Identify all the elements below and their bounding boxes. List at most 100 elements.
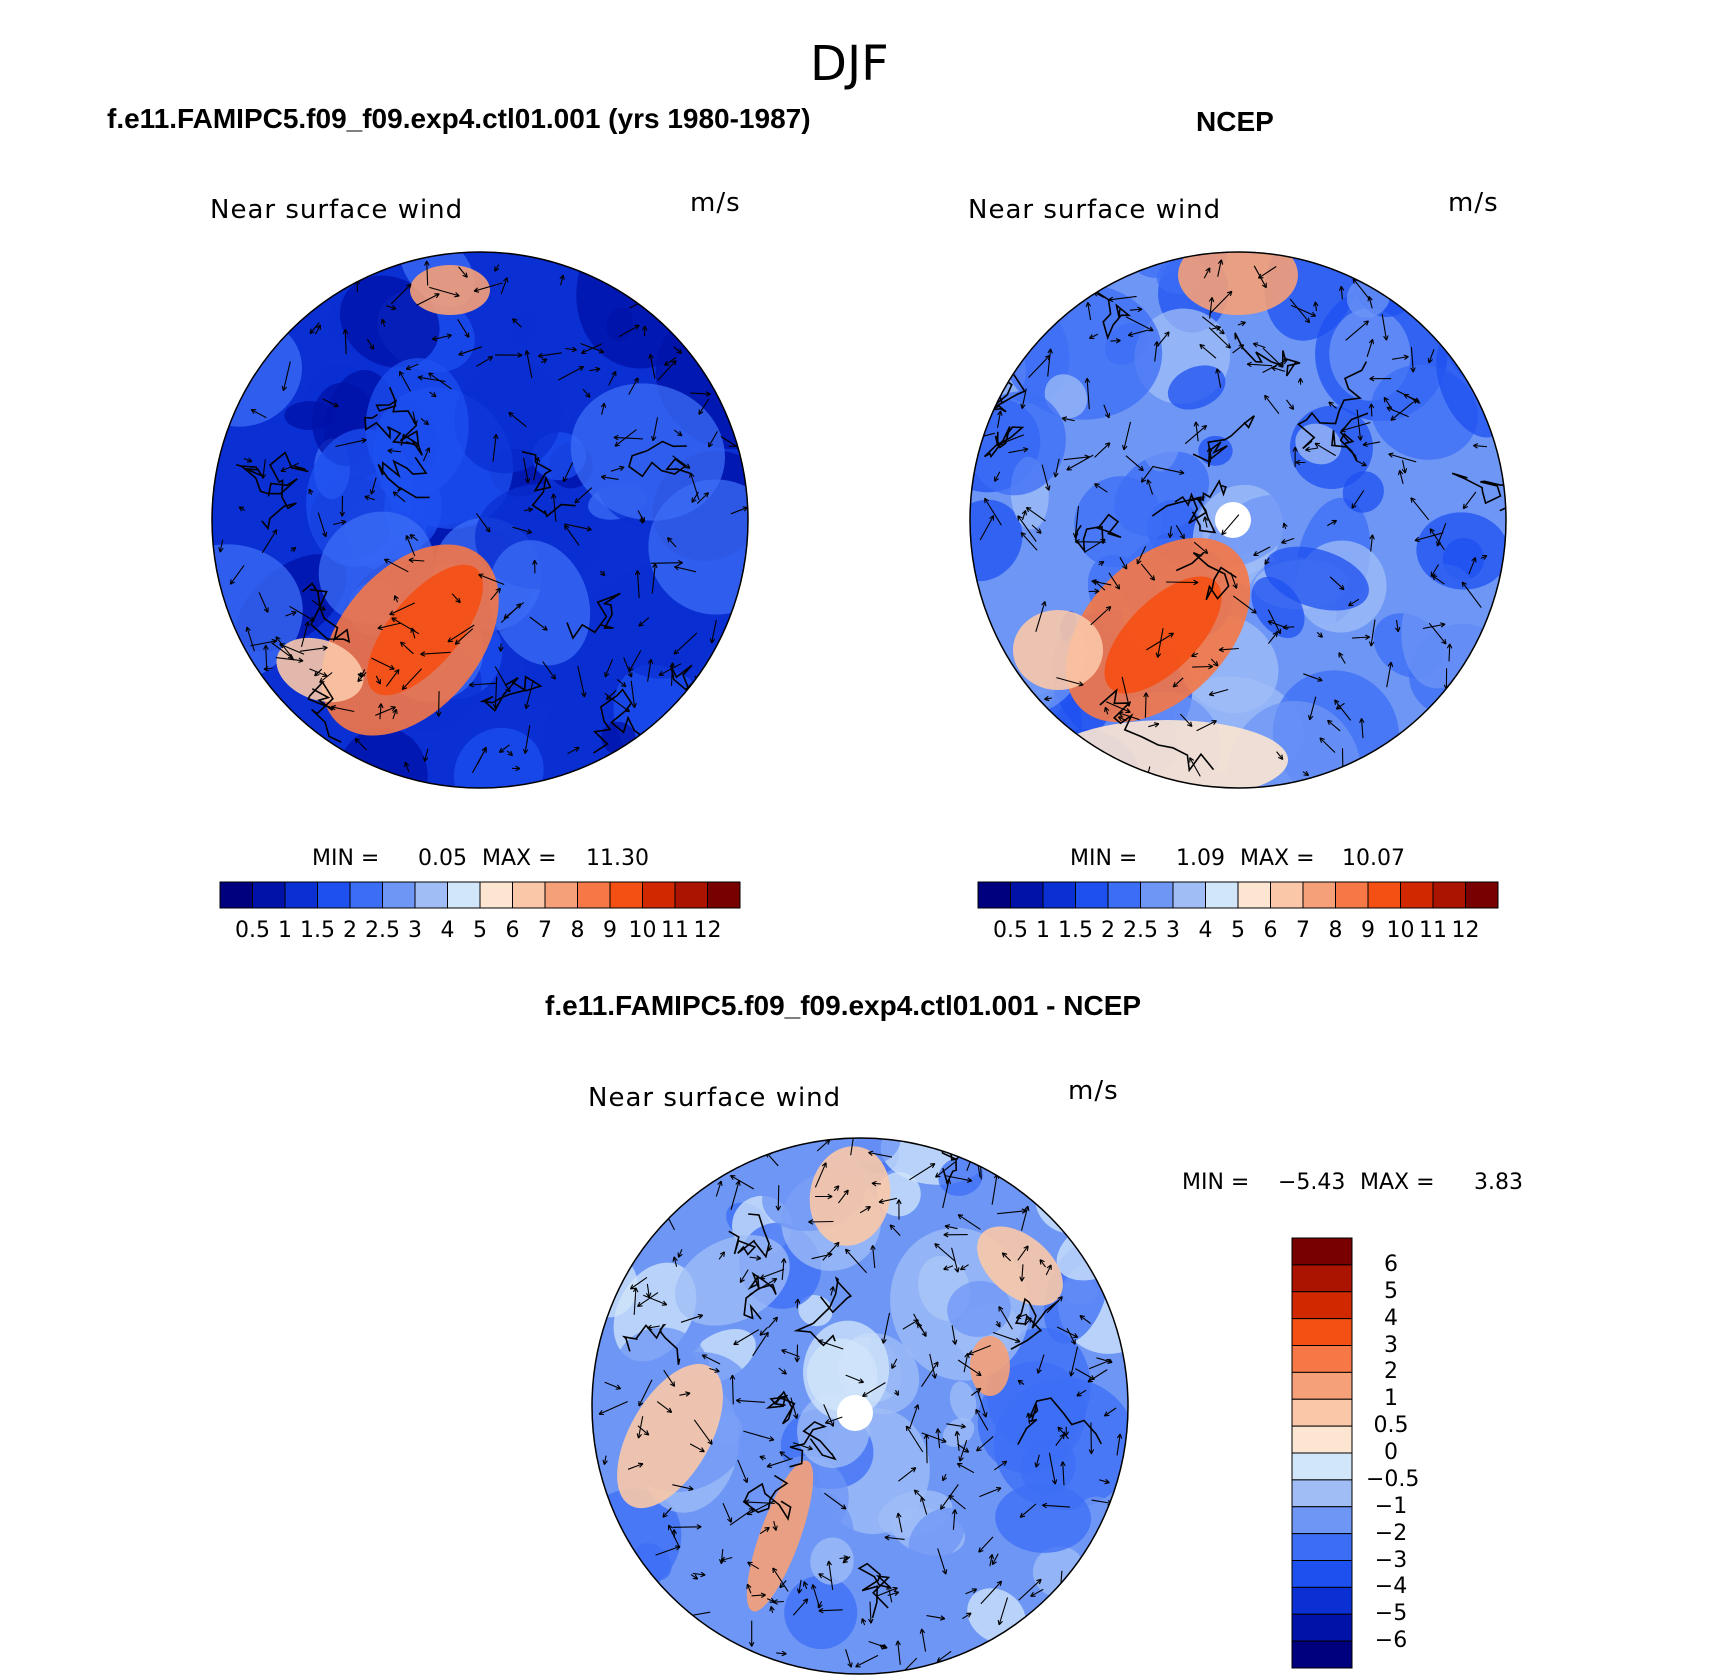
wind-vector: [375, 675, 381, 685]
wind-vector: [417, 375, 446, 383]
wind-vector: [664, 357, 677, 366]
wind-vector: [708, 431, 718, 448]
colorbar-tick-label: 5: [1384, 1278, 1398, 1304]
wind-vector: [778, 1367, 787, 1375]
colorbar-tick-label: 12: [693, 918, 722, 943]
polar-map-model: [211, 251, 749, 789]
wind-vector: [889, 1224, 901, 1236]
wind-vector: [1388, 452, 1417, 463]
wind-vector: [636, 1416, 644, 1439]
wind-vector: [385, 669, 400, 687]
wind-vector: [1119, 557, 1128, 570]
wind-vector: [957, 1359, 982, 1377]
wind-vector: [1146, 479, 1154, 495]
wind-vector: [943, 1232, 968, 1238]
colorbar-tick-label: 0.5: [1373, 1413, 1409, 1439]
wind-vector: [934, 1243, 956, 1262]
wind-vector: [996, 410, 1003, 428]
colorbar-swatch: [1291, 1479, 1353, 1508]
wind-vector: [533, 456, 541, 481]
wind-vector: [1218, 646, 1239, 653]
colorbar-tick-label: 2.5: [365, 918, 400, 943]
wind-vector: [1028, 354, 1051, 378]
wind-vector: [984, 497, 1002, 526]
wind-vector: [392, 491, 406, 503]
wind-vector: [1338, 652, 1346, 664]
wind-vector: [1105, 701, 1131, 714]
wind-vector: [1166, 579, 1199, 586]
wind-vector: [532, 559, 538, 574]
coastline: [1099, 688, 1215, 773]
wind-vector: [279, 643, 305, 655]
wind-vector: [524, 507, 534, 513]
wind-vector: [1401, 460, 1408, 474]
colorbar-swatch: [1335, 881, 1369, 909]
wind-vector: [962, 1612, 972, 1620]
wind-vector: [275, 657, 304, 664]
wind-vector: [976, 1435, 994, 1452]
colorbar-tick-label: 11: [661, 918, 689, 943]
wind-vector: [898, 1467, 917, 1482]
colorbar-tick-label: −1: [1374, 1493, 1408, 1519]
wind-vector: [550, 493, 557, 522]
wind-vector: [1056, 677, 1084, 687]
wind-vector: [281, 361, 291, 392]
wind-vector: [769, 1605, 775, 1614]
map-boundary: [969, 251, 1507, 789]
wind-vector: [623, 657, 633, 678]
coastline: [728, 1213, 770, 1259]
wind-vector: [944, 1174, 973, 1183]
wind-vector: [868, 1150, 893, 1158]
wind-vector: [476, 356, 494, 367]
coastline: [261, 451, 309, 531]
colorbar-tick-label: 12: [1451, 918, 1480, 943]
colorbar-swatch: [1237, 881, 1271, 909]
colorbar-tick-label: 4: [1384, 1305, 1398, 1331]
missing-data: [837, 1395, 873, 1431]
wind-vector: [680, 1313, 704, 1323]
wind-vector: [1394, 619, 1401, 633]
wind-vector: [729, 1374, 736, 1405]
wind-vector: [1019, 1503, 1037, 1518]
wind-vector: [308, 488, 314, 495]
wind-vector: [1184, 424, 1208, 445]
colorbar-swatch: [674, 881, 708, 909]
wind-vector: [637, 1425, 650, 1436]
wind-vector: [647, 1324, 660, 1331]
min-value-model: 0.05: [418, 846, 467, 871]
colorbar-swatch: [479, 881, 513, 909]
colorbar-swatch: [349, 881, 383, 909]
colorbar-tick-label: 5: [1231, 918, 1245, 943]
coastline: [1296, 361, 1368, 450]
wind-vector: [1146, 632, 1175, 651]
max-label-diff: MAX =: [1360, 1170, 1435, 1195]
wind-vector: [1048, 1452, 1058, 1485]
colorbar-swatch: [219, 881, 253, 909]
colorbar-swatch: [1042, 881, 1076, 909]
field-contour: [1032, 1621, 1116, 1674]
field-contour: [1167, 365, 1226, 410]
wind-vector: [766, 1597, 776, 1603]
wind-vector: [1030, 1588, 1044, 1597]
wind-vector: [1328, 401, 1337, 409]
wind-vector: [1348, 598, 1360, 607]
wind-vector: [319, 672, 333, 684]
wind-vector: [1308, 696, 1317, 721]
wind-vector: [1446, 643, 1453, 662]
field-contour: [454, 358, 563, 474]
wind-vector: [817, 1339, 844, 1350]
wind-vector: [951, 1247, 960, 1273]
wind-vector: [692, 1571, 706, 1578]
max-value-model: 11.30: [586, 846, 649, 871]
wind-vector: [1431, 574, 1445, 585]
wind-vector: [1326, 719, 1341, 732]
wind-vector: [599, 570, 606, 577]
wind-vector: [503, 602, 525, 620]
field-contour: [798, 1295, 833, 1327]
wind-vector: [673, 429, 683, 437]
field-contour: [1052, 1138, 1128, 1204]
panel-title-obs: NCEP: [1196, 106, 1274, 137]
wind-vector: [1025, 1412, 1032, 1424]
colorbar-tick-label: 2: [1384, 1359, 1398, 1385]
field-contour: [348, 764, 374, 788]
